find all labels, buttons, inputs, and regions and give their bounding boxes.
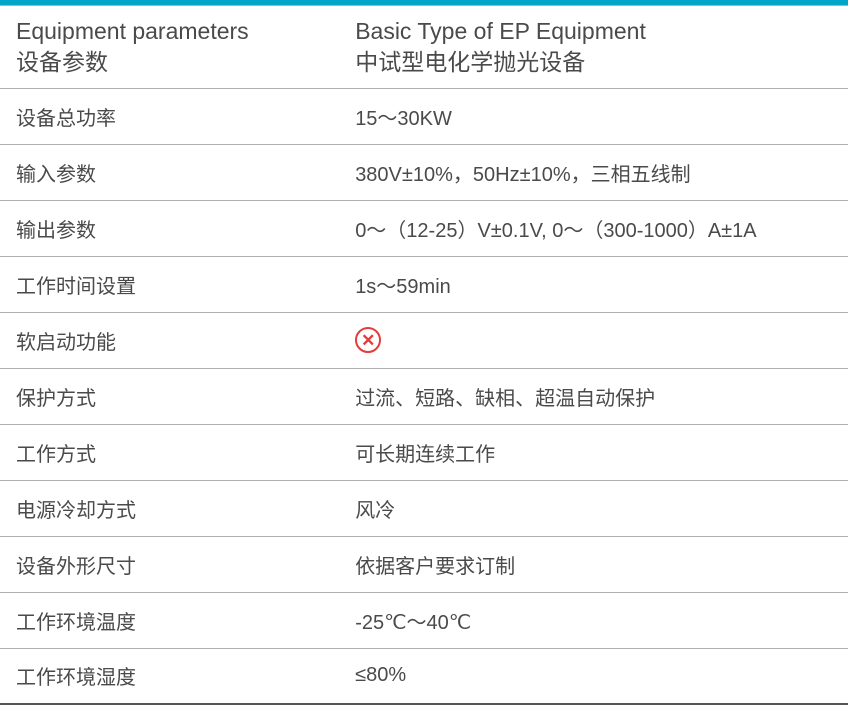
header-type-en: Basic Type of EP Equipment <box>355 16 832 47</box>
table-row: 工作时间设置1s～59min <box>0 256 848 312</box>
param-cell: 设备外形尺寸 <box>0 536 339 592</box>
value-cell: 过流、短路、缺相、超温自动保护 <box>339 368 848 424</box>
param-cell: 输入参数 <box>0 144 339 200</box>
value-cell: ≤80% <box>339 648 848 704</box>
param-cell: 工作环境温度 <box>0 592 339 648</box>
header-cell-params: Equipment parameters 设备参数 <box>0 6 339 88</box>
value-cell: 可长期连续工作 <box>339 424 848 480</box>
table-row: 设备外形尺寸依据客户要求订制 <box>0 536 848 592</box>
value-cell: 1s～59min <box>339 256 848 312</box>
header-params-en: Equipment parameters <box>16 16 323 47</box>
table-row: 工作方式可长期连续工作 <box>0 424 848 480</box>
table-row: 工作环境湿度≤80% <box>0 648 848 704</box>
param-cell: 工作方式 <box>0 424 339 480</box>
value-cell: 15～30KW <box>339 88 848 144</box>
cross-icon <box>355 327 381 353</box>
table-row: 软启动功能 <box>0 312 848 368</box>
param-cell: 工作时间设置 <box>0 256 339 312</box>
param-cell: 设备总功率 <box>0 88 339 144</box>
header-type-zh: 中试型电化学抛光设备 <box>355 47 832 78</box>
value-cell: 风冷 <box>339 480 848 536</box>
table-body: 设备总功率15～30KW输入参数380V±10%，50Hz±10%，三相五线制输… <box>0 88 848 704</box>
spec-table: Equipment parameters 设备参数 Basic Type of … <box>0 6 848 705</box>
table-row: 电源冷却方式 风冷 <box>0 480 848 536</box>
value-cell: 依据客户要求订制 <box>339 536 848 592</box>
header-cell-type: Basic Type of EP Equipment 中试型电化学抛光设备 <box>339 6 848 88</box>
table-row: 工作环境温度-25℃～40℃ <box>0 592 848 648</box>
value-cell: 0～（12-25）V±0.1V, 0～（300-1000）A±1A <box>339 200 848 256</box>
value-cell <box>339 312 848 368</box>
param-cell: 输出参数 <box>0 200 339 256</box>
table-row: 设备总功率15～30KW <box>0 88 848 144</box>
value-cell: 380V±10%，50Hz±10%，三相五线制 <box>339 144 848 200</box>
spec-table-container: Equipment parameters 设备参数 Basic Type of … <box>0 0 848 705</box>
param-cell: 保护方式 <box>0 368 339 424</box>
param-cell: 工作环境湿度 <box>0 648 339 704</box>
table-row: 输出参数0～（12-25）V±0.1V, 0～（300-1000）A±1A <box>0 200 848 256</box>
param-cell: 电源冷却方式 <box>0 480 339 536</box>
header-params-zh: 设备参数 <box>16 47 323 78</box>
table-header-row: Equipment parameters 设备参数 Basic Type of … <box>0 6 848 88</box>
value-cell: -25℃～40℃ <box>339 592 848 648</box>
table-row: 保护方式过流、短路、缺相、超温自动保护 <box>0 368 848 424</box>
table-row: 输入参数380V±10%，50Hz±10%，三相五线制 <box>0 144 848 200</box>
param-cell: 软启动功能 <box>0 312 339 368</box>
